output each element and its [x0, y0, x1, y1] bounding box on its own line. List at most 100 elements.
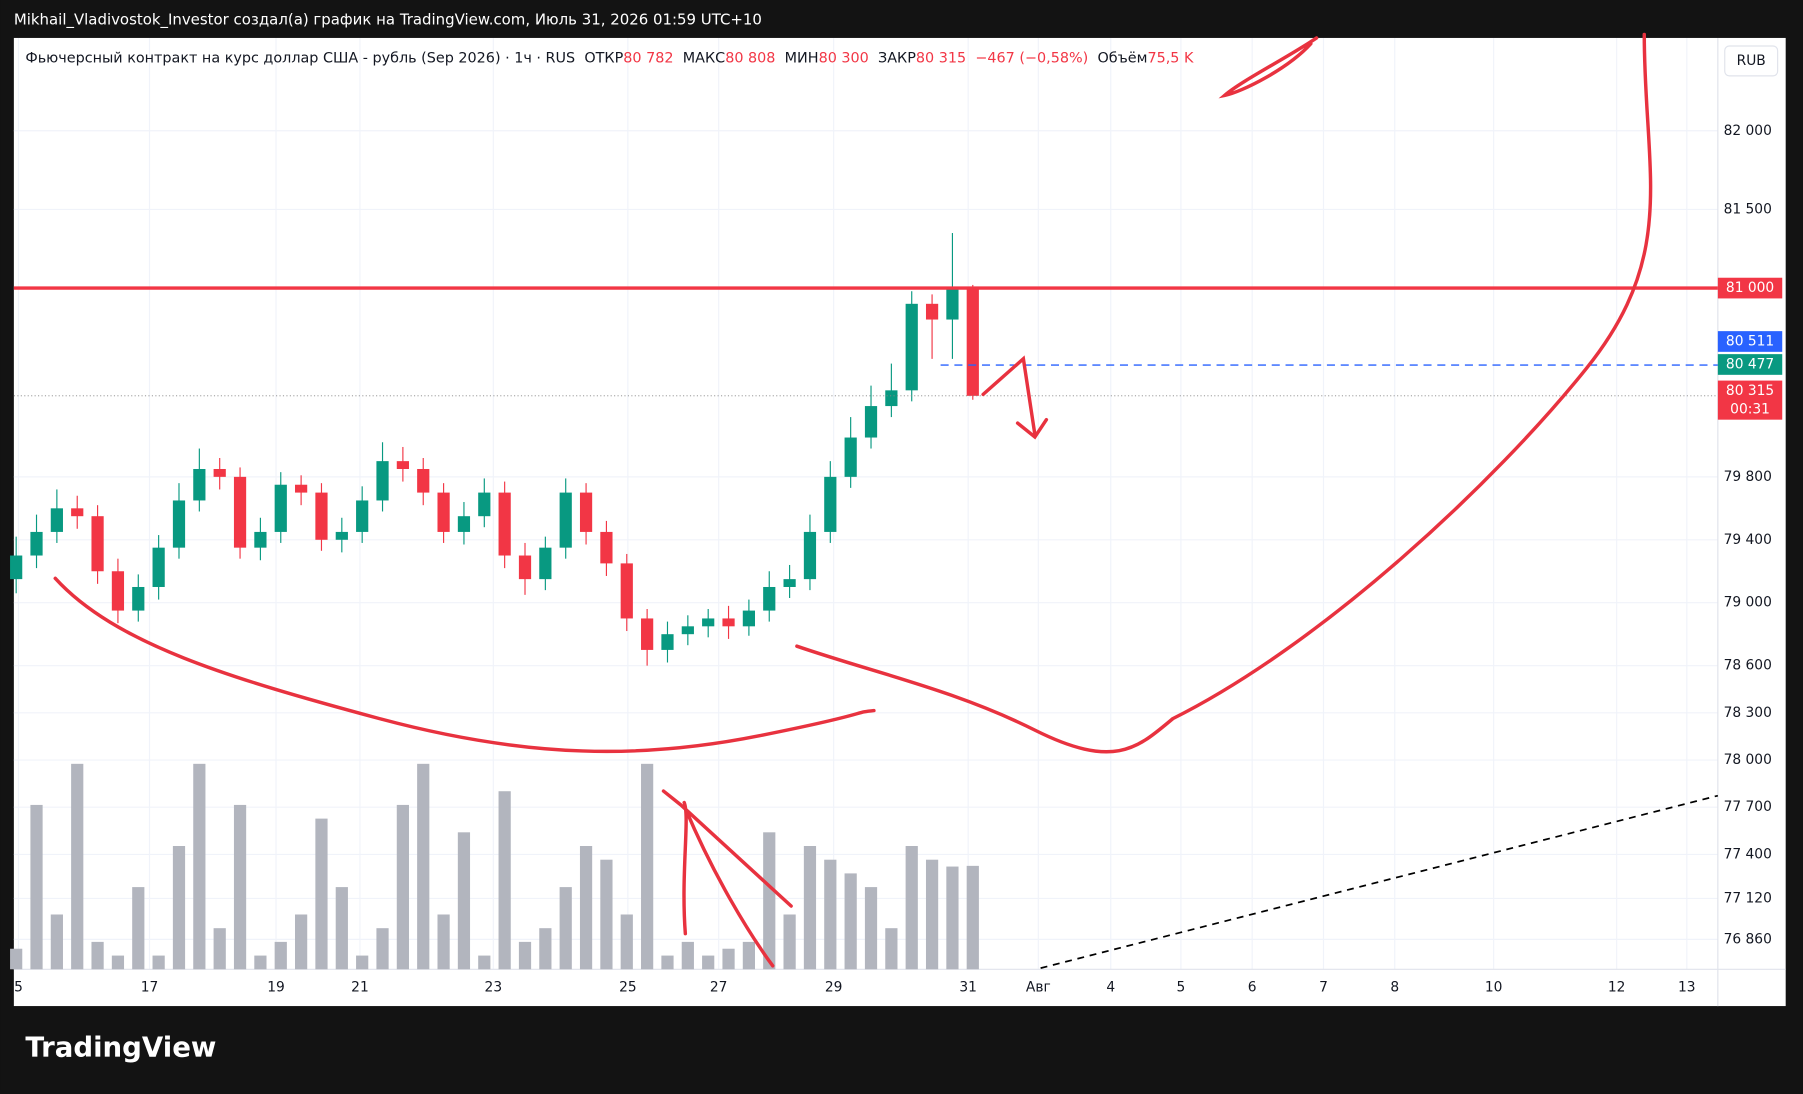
candle-body: [498, 492, 511, 556]
y-tick-label: 79 000: [1724, 595, 1772, 611]
drawing: [795, 32, 1653, 754]
volume-bar: [254, 955, 267, 970]
candle-body: [193, 468, 206, 501]
candle-body: [152, 547, 165, 587]
candle-body: [844, 437, 857, 477]
candle-body: [437, 492, 450, 532]
author-line: Mikhail_Vladivostok_Investor создал(а) г…: [14, 11, 762, 29]
y-tick-label: 76 860: [1724, 931, 1772, 947]
candle-body: [356, 500, 369, 532]
volume-bar: [396, 804, 409, 970]
price-tag: [1717, 331, 1783, 352]
candle-body: [172, 500, 186, 548]
price-tag: [1717, 277, 1783, 299]
x-tick-label: 31: [959, 980, 977, 996]
drawing: [1218, 36, 1319, 99]
volume-bar: [315, 818, 328, 970]
price-tag: [1717, 354, 1783, 375]
volume-bar: [681, 941, 694, 970]
volume-bar: [417, 763, 430, 970]
volume-bar: [905, 846, 918, 970]
volume-bar: [966, 865, 979, 970]
currency[interactable]: RUB: [1737, 53, 1766, 69]
candle-body: [824, 476, 837, 532]
volume-bar: [864, 887, 878, 970]
volume-bar: [213, 928, 226, 970]
volume-bar: [437, 914, 450, 970]
volume-bar: [233, 804, 247, 970]
volume-bar: [193, 763, 206, 970]
price-tag-label: 81 000: [1726, 280, 1774, 296]
volume-bar: [620, 914, 633, 970]
x-tick-label: 12: [1608, 980, 1626, 996]
candle-body: [417, 468, 430, 493]
legend: Фьючерсный контракт на курс доллар США -…: [25, 51, 1194, 67]
candle-body: [763, 586, 776, 611]
candle-body: [885, 390, 898, 407]
volume-bar: [335, 887, 348, 970]
candle-body: [376, 461, 389, 501]
chart-area: [13, 37, 1786, 1007]
x-tick-label: 6: [1248, 980, 1257, 996]
drawing: [53, 576, 876, 754]
x-tick-label: 5: [1177, 980, 1186, 996]
candle-body: [905, 303, 918, 391]
candle-body: [620, 563, 633, 619]
candle-body: [600, 531, 613, 564]
candle-body: [946, 288, 959, 320]
legend-change-pct: (−0,58%): [1019, 51, 1088, 67]
legend-value: 80 782: [623, 51, 673, 67]
candle-body: [71, 508, 84, 517]
candle-body: [661, 634, 674, 650]
candle-body: [579, 492, 593, 532]
candle-body: [742, 610, 756, 627]
x-tick-label: 8: [1390, 980, 1399, 996]
volume-bar: [783, 914, 796, 970]
legend-label: ЗАКР: [878, 51, 916, 67]
volume-bar: [30, 804, 43, 970]
volume-bar: [356, 955, 369, 970]
currency-box[interactable]: [1724, 45, 1779, 77]
candle-body: [803, 531, 817, 580]
candle-body: [966, 288, 979, 396]
x-tick-label: 25: [619, 980, 637, 996]
volume-bar: [478, 955, 491, 970]
candle-body: [315, 492, 328, 540]
volume-bar: [641, 763, 654, 970]
legend-label: МАКС: [683, 51, 725, 67]
countdown: 00:31: [1730, 401, 1770, 417]
arrow: [981, 355, 1049, 440]
candle-body: [396, 461, 409, 469]
legend-value: 75,5 K: [1147, 51, 1194, 67]
x-tick-label: 17: [141, 980, 159, 996]
volume-bar: [824, 859, 837, 970]
drawings: [53, 32, 1653, 968]
x-tick-label: 21: [351, 980, 369, 996]
legend-label: МИН: [785, 51, 819, 67]
volume-bar: [702, 955, 715, 970]
arrow: [661, 789, 793, 968]
legend-label: Объём: [1097, 51, 1147, 67]
candle-body: [722, 618, 735, 627]
legend-value: 80 315: [916, 51, 966, 67]
volume-bar: [661, 955, 674, 970]
candle-body: [783, 579, 796, 587]
brand: TradingView: [25, 1031, 216, 1064]
x-tick-label: 29: [825, 980, 843, 996]
volume-bar: [376, 928, 389, 970]
legend-label: ОТКР: [584, 51, 623, 67]
title: Фьючерсный контракт на курс доллар США -…: [25, 51, 575, 67]
volume-bar: [91, 941, 104, 970]
candle-body: [681, 626, 694, 635]
volume-bar: [722, 948, 735, 970]
candle-body: [864, 406, 878, 438]
volume-bar: [946, 866, 959, 970]
volume-bar: [10, 948, 23, 970]
y-tick-label: 77 120: [1724, 890, 1772, 906]
candle-body: [478, 492, 491, 517]
volume-bar: [50, 914, 63, 970]
x-tick-label: 19: [267, 980, 285, 996]
y-tick-label: 78 000: [1724, 752, 1772, 768]
x-tick-label: Авг: [1026, 980, 1051, 996]
